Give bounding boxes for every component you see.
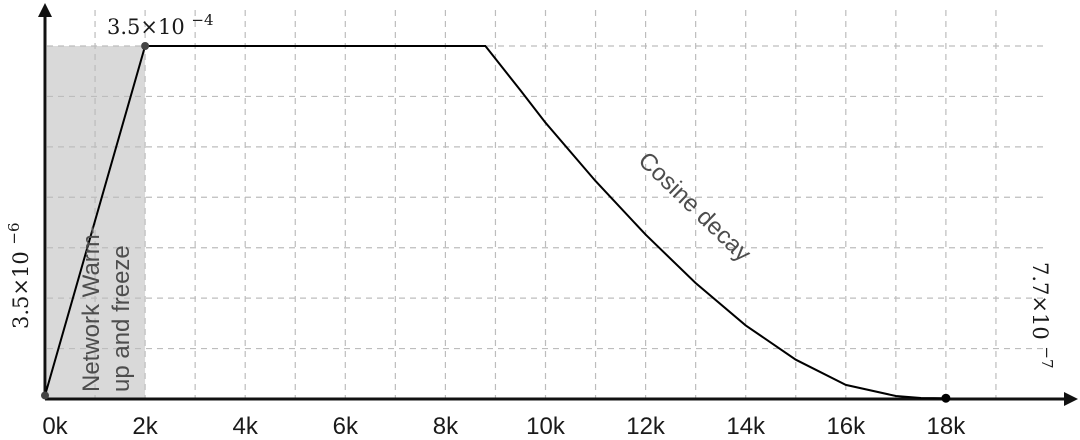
x-tick-label: 6k [333,413,359,440]
peak-value-mantissa: 3.5×10 [107,15,185,39]
key-points [41,42,951,403]
x-tick-label: 12k [626,413,666,440]
end-value-mantissa: 7.7×10 [1028,262,1052,340]
peak-point [141,42,150,50]
warmup-label-line-1: Network Warm- [78,226,105,392]
x-tick-label: 8k [433,413,459,440]
end-value-exponent: −7 [1038,346,1056,368]
peak-value-label: 3.5×10 −4 [107,11,214,39]
end-value-label: 7.7×10 −7 [1028,262,1056,369]
start-value-mantissa: 3.5×10 [9,251,33,329]
start-point [41,391,49,400]
x-tick-label: 14k [726,413,766,440]
x-tick-label: 0k [42,413,68,440]
start-value-label: 3.5×10 −6 [5,222,33,329]
x-axis-arrow [1064,392,1078,406]
grid-lines [47,10,1046,398]
end-point [941,393,951,403]
x-tick-labels: 0k 2k 4k 6k 8k 10k 12k 14k 16k 18k [42,413,966,440]
x-tick-label: 18k [927,413,967,440]
x-tick-label: 16k [826,413,866,440]
x-tick-label: 4k [233,413,259,440]
axes [38,3,1078,406]
cosine-decay-label: Cosine decay [633,147,756,267]
start-value-exponent: −6 [5,222,23,244]
warmup-label-line-2: up and freeze [108,245,135,392]
y-axis-arrow [38,3,52,17]
x-tick-label: 2k [132,413,158,440]
learning-rate-line [45,45,946,400]
warmup-label: Network Warm- up and freeze [78,220,135,392]
x-tick-label: 10k [526,413,566,440]
peak-value-exponent: −4 [191,11,213,29]
